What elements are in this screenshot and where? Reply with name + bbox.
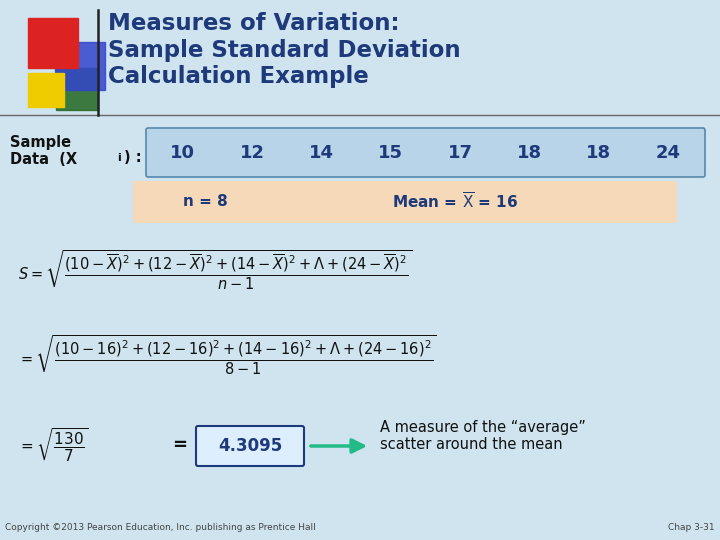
Text: 10: 10: [170, 144, 195, 161]
FancyBboxPatch shape: [196, 426, 304, 466]
Text: Sample
Data  (X: Sample Data (X: [10, 135, 77, 167]
Bar: [28, 18, 78, 68]
Text: A measure of the “average”
scatter around the mean: A measure of the “average” scatter aroun…: [380, 420, 586, 452]
Text: Mean = $\overline{\rm X}$ = 16: Mean = $\overline{\rm X}$ = 16: [392, 192, 518, 212]
Text: 18: 18: [586, 144, 611, 161]
FancyBboxPatch shape: [133, 181, 677, 223]
Bar: [56, 68, 98, 110]
Bar: [55, 42, 105, 90]
Text: 4.3095: 4.3095: [218, 437, 282, 455]
Text: Chap 3-31: Chap 3-31: [668, 523, 715, 532]
Text: $S = \sqrt{\dfrac{(10-\overline{X})^2+(12-\overline{X})^2+(14-\overline{X})^2+\L: $S = \sqrt{\dfrac{(10-\overline{X})^2+(1…: [18, 248, 412, 292]
FancyBboxPatch shape: [146, 128, 705, 177]
Text: $= \sqrt{\dfrac{130}{7}}$: $= \sqrt{\dfrac{130}{7}}$: [18, 426, 89, 464]
Text: n = 8: n = 8: [183, 194, 228, 210]
Text: 24: 24: [656, 144, 681, 161]
Text: 15: 15: [378, 144, 403, 161]
Text: Measures of Variation:
Sample Standard Deviation
Calculation Example: Measures of Variation: Sample Standard D…: [108, 12, 461, 88]
Text: $= \sqrt{\dfrac{(10-16)^2+(12-16)^2+(14-16)^2+\Lambda+(24-16)^2}{8-1}}$: $= \sqrt{\dfrac{(10-16)^2+(12-16)^2+(14-…: [18, 333, 437, 377]
Text: i: i: [117, 153, 121, 163]
Text: =: =: [173, 436, 187, 454]
Text: 12: 12: [240, 144, 264, 161]
Text: 17: 17: [448, 144, 473, 161]
Text: ) :: ) :: [124, 150, 142, 165]
Bar: [28, 73, 64, 107]
Text: 14: 14: [309, 144, 334, 161]
Text: 18: 18: [517, 144, 542, 161]
Text: Copyright ©2013 Pearson Education, Inc. publishing as Prentice Hall: Copyright ©2013 Pearson Education, Inc. …: [5, 523, 316, 532]
